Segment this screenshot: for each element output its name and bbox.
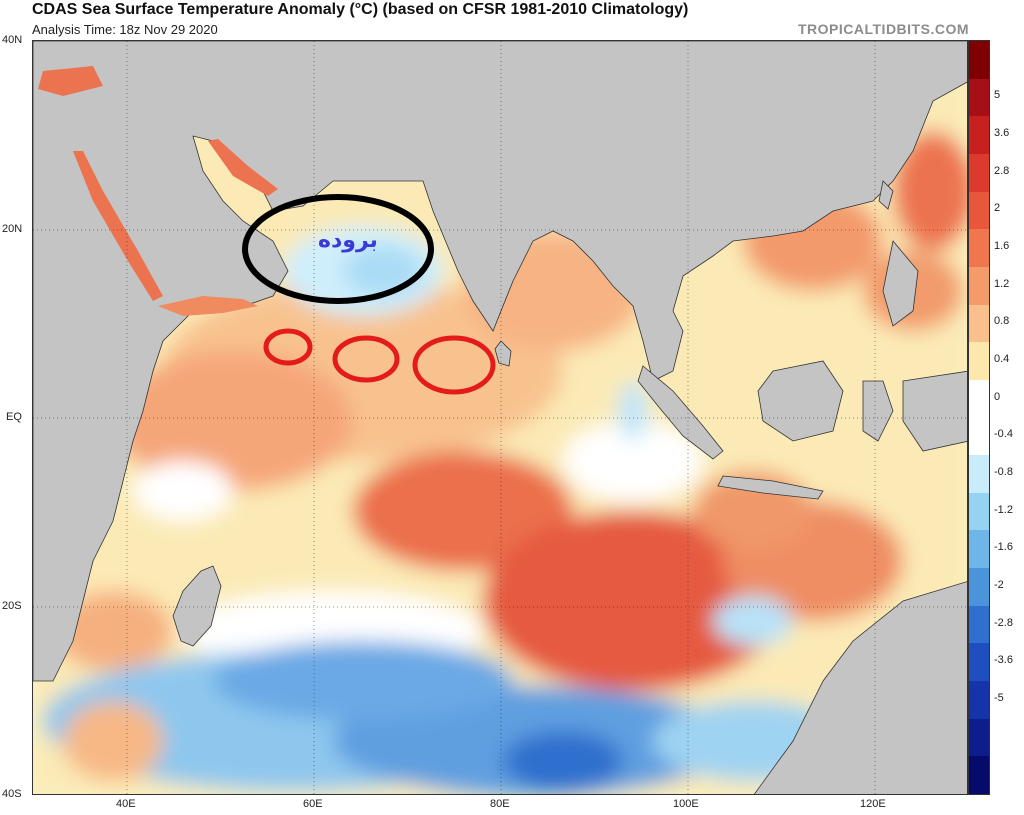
color-scale-segment	[969, 530, 989, 569]
color-scale-label: -2.8	[994, 616, 1013, 629]
lon-label-40e: 40E	[116, 798, 136, 810]
color-scale-segment	[969, 78, 989, 117]
color-scale-label: -0.8	[994, 465, 1013, 478]
color-scale-label: 2.8	[994, 164, 1010, 177]
cold-anomaly-label: بروده	[318, 228, 378, 253]
color-scale-segment	[969, 342, 989, 381]
color-scale-label: 1.6	[994, 240, 1010, 253]
color-scale-segment	[969, 455, 989, 494]
landmass	[33, 41, 967, 794]
cold-anomaly-outline	[242, 194, 434, 304]
map-canvas	[33, 41, 967, 794]
color-scale-label: 0	[994, 390, 1001, 403]
color-scale-label: 1.2	[994, 277, 1010, 290]
gulf-of-aden	[158, 296, 258, 316]
color-scale-segment	[969, 568, 989, 607]
color-scale-label: -1.2	[994, 503, 1013, 516]
color-scale-segment	[969, 266, 989, 306]
color-scale-segment	[969, 492, 989, 531]
color-scale-label: 0.8	[994, 315, 1010, 328]
color-scale-label: -1.6	[994, 541, 1013, 554]
color-scale-segment	[969, 756, 989, 795]
color-scale-segment	[969, 229, 989, 268]
color-scale-segment	[969, 605, 989, 644]
graticule	[33, 41, 967, 794]
color-scale-segment	[969, 191, 989, 230]
warm-outline-3	[412, 335, 496, 395]
color-scale-label: 2	[994, 202, 1001, 215]
lat-label-40n: 40N	[2, 34, 23, 46]
warm-outline-1	[263, 328, 313, 366]
lon-label-80e: 80E	[490, 798, 510, 810]
color-scale-segment	[969, 417, 989, 456]
color-scale-segment	[969, 153, 989, 193]
color-scale-segment	[969, 643, 989, 682]
map-title: CDAS Sea Surface Temperature Anomaly (°C…	[32, 1, 689, 18]
analysis-time: Analysis Time: 18z Nov 29 2020	[32, 22, 218, 37]
inland-seas	[38, 66, 278, 301]
color-scale-segment	[969, 41, 989, 80]
lat-label-eq: EQ	[6, 411, 22, 423]
color-scale-segment	[969, 718, 989, 757]
color-scale-label: -5	[994, 691, 1004, 704]
lon-label-60e: 60E	[303, 798, 323, 810]
source-credit: TROPICALTIDBITS.COM	[797, 21, 969, 37]
color-scale-label: 0.4	[994, 353, 1010, 366]
lon-label-100e: 100E	[673, 798, 699, 810]
lat-label-20s: 20S	[2, 600, 22, 612]
color-scale-segment	[969, 116, 989, 155]
map-header: CDAS Sea Surface Temperature Anomaly (°C…	[32, 0, 972, 40]
color-scale-label: -0.4	[994, 428, 1013, 441]
color-scale-label: -3.6	[994, 654, 1013, 667]
lat-label-40s: 40S	[2, 788, 22, 800]
color-scale-bar	[968, 40, 990, 795]
warm-outline-2	[332, 335, 400, 383]
color-scale-segment	[969, 681, 989, 720]
color-scale-label: 5	[994, 89, 1001, 102]
sst-anomaly-map	[32, 40, 968, 795]
color-scale-label: 3.6	[994, 127, 1010, 140]
color-scale-label: -2	[994, 578, 1004, 591]
lat-label-20n: 20N	[2, 223, 23, 235]
lon-label-120e: 120E	[860, 798, 886, 810]
color-scale-segment	[969, 379, 989, 418]
color-scale-segment	[969, 304, 989, 343]
